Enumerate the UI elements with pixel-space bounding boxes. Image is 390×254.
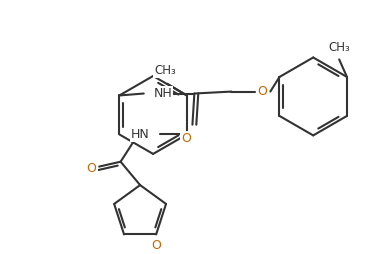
Text: NH: NH (153, 87, 172, 100)
Text: CH₃: CH₃ (328, 41, 350, 54)
Text: CH₃: CH₃ (154, 64, 176, 77)
Text: O: O (258, 85, 268, 98)
Text: HN: HN (131, 128, 150, 141)
Text: O: O (151, 239, 161, 252)
Text: O: O (87, 162, 96, 175)
Text: O: O (182, 133, 191, 146)
